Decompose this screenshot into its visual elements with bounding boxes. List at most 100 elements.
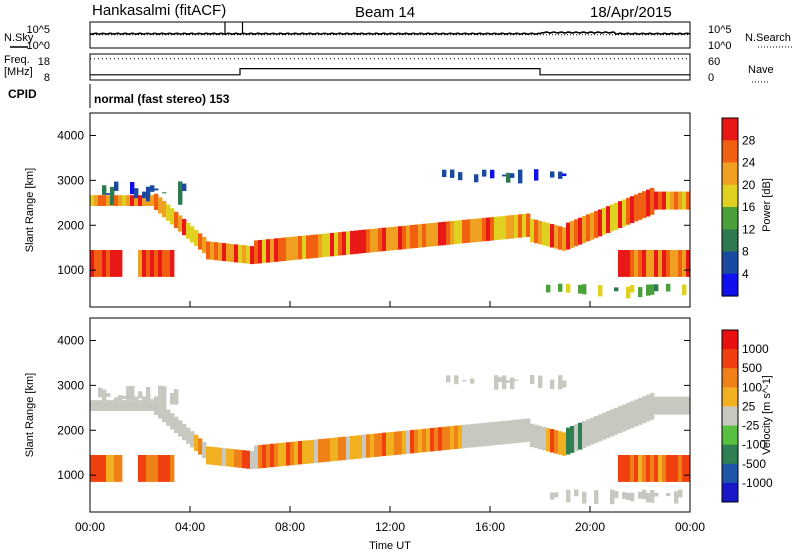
p-cell-10 (106, 250, 111, 277)
p-cell-23 (130, 182, 135, 195)
v-cell-15 (114, 400, 119, 411)
v-cell-96 (334, 437, 339, 461)
p-cell-172 (582, 284, 587, 295)
p-cell-149 (526, 213, 531, 237)
velocity-ytick-label-2000: 2000 (57, 423, 84, 437)
p-cell-193 (634, 194, 639, 222)
p-cell-118 (442, 221, 447, 246)
v-cell-19 (118, 455, 123, 482)
p-cell-124 (458, 220, 463, 244)
v-cell-161 (546, 428, 551, 452)
v-cell-189 (614, 491, 619, 499)
v-cell-185 (606, 411, 611, 438)
p-cell-33 (146, 186, 151, 202)
p-cell-36 (150, 185, 155, 192)
p-cell-5 (98, 250, 103, 277)
v-cell-88 (302, 440, 307, 464)
p-cell-169 (578, 217, 583, 245)
p-cell-130 (474, 174, 479, 183)
v-cell-178 (582, 491, 587, 504)
v-cell-137 (482, 422, 487, 447)
p-cell-112 (418, 224, 423, 248)
power-ytick-label-3000: 3000 (57, 173, 84, 187)
v-cell-2 (94, 400, 99, 411)
p-cell-187 (626, 197, 631, 225)
p-cell-78 (282, 237, 287, 261)
power-cbar-swatch-3 (722, 184, 738, 208)
v-cell-66 (214, 447, 219, 466)
v-cell-201 (634, 399, 639, 427)
velocity-xtick-label-4: 16:00 (475, 520, 505, 534)
p-cell-189 (626, 286, 631, 299)
v-cell-78 (262, 444, 267, 468)
v-cell-40 (150, 398, 155, 400)
p-cell-37 (154, 193, 159, 210)
p-cell-84 (306, 235, 311, 259)
velocity-cbar-swatch-1 (722, 349, 738, 369)
v-cell-14 (110, 455, 115, 482)
p-cell-127 (466, 219, 471, 243)
p-cell-173 (586, 214, 591, 242)
v-cell-74 (246, 450, 251, 469)
v-cell-174 (574, 424, 579, 452)
v-cell-229 (674, 491, 679, 504)
v-cell-90 (310, 439, 315, 464)
p-cell-69 (246, 245, 251, 264)
p-cell-97 (358, 230, 363, 254)
p-cell-164 (562, 173, 567, 177)
p-cell-121 (450, 221, 455, 245)
velocity-cbar-swatch-5 (722, 425, 738, 446)
p-cell-101 (374, 228, 379, 252)
power-cbar-tick-3: 16 (742, 200, 756, 214)
p-cell-139 (502, 215, 507, 240)
v-cell-111 (394, 431, 399, 455)
p-cell-65 (230, 244, 235, 262)
freq-panel-frame (89, 53, 691, 81)
v-cell-108 (382, 432, 387, 457)
p-cell-205 (650, 284, 655, 295)
p-cell-137 (494, 216, 499, 241)
p-cell-188 (626, 250, 631, 277)
p-cell-162 (558, 283, 563, 292)
v-cell-139 (490, 422, 495, 446)
v-cell-232 (678, 489, 683, 498)
power-cbar-tick-5: 8 (742, 245, 749, 259)
v-cell-30 (138, 455, 143, 482)
p-cell-204 (650, 250, 655, 277)
v-cell-170 (562, 380, 567, 388)
p-cell-211 (662, 191, 667, 210)
v-cell-97 (338, 437, 343, 461)
v-cell-151 (514, 379, 519, 381)
p-cell-43 (162, 250, 167, 277)
p-cell-66 (234, 244, 239, 263)
p-cell-216 (670, 191, 675, 210)
v-cell-197 (626, 492, 631, 501)
power-cbar-tick-0: 28 (742, 133, 756, 147)
v-cell-212 (650, 392, 655, 420)
v-cell-22 (122, 396, 127, 399)
velocity-xtick-label-1: 04:00 (175, 520, 205, 534)
nsky-label: N.Sky (4, 32, 34, 44)
v-cell-25 (130, 400, 135, 411)
v-cell-76 (254, 445, 259, 469)
noise-right-tick-top: 10^5 (708, 24, 732, 36)
v-cell-32 (142, 400, 147, 411)
v-cell-183 (598, 414, 603, 442)
p-cell-186 (622, 250, 627, 277)
freq-label-1: Freq. (4, 54, 30, 66)
v-cell-132 (466, 424, 471, 448)
v-cell-60 (190, 431, 195, 448)
v-cell-9 (102, 389, 107, 405)
power-cbar-swatch-7 (722, 273, 738, 297)
v-cell-31 (138, 391, 143, 399)
v-cell-130 (462, 424, 467, 449)
power-y-axis: 1000 2000 3000 4000 (57, 128, 690, 277)
p-cell-80 (290, 236, 295, 261)
v-cell-115 (410, 430, 415, 454)
p-cell-198 (642, 191, 647, 219)
p-cell-68 (242, 245, 247, 264)
p-cell-140 (502, 174, 507, 177)
v-cell-16 (114, 455, 119, 482)
p-cell-99 (366, 229, 371, 253)
power-colorbar: 28 24 20 16 12 8 4 (721, 117, 756, 297)
